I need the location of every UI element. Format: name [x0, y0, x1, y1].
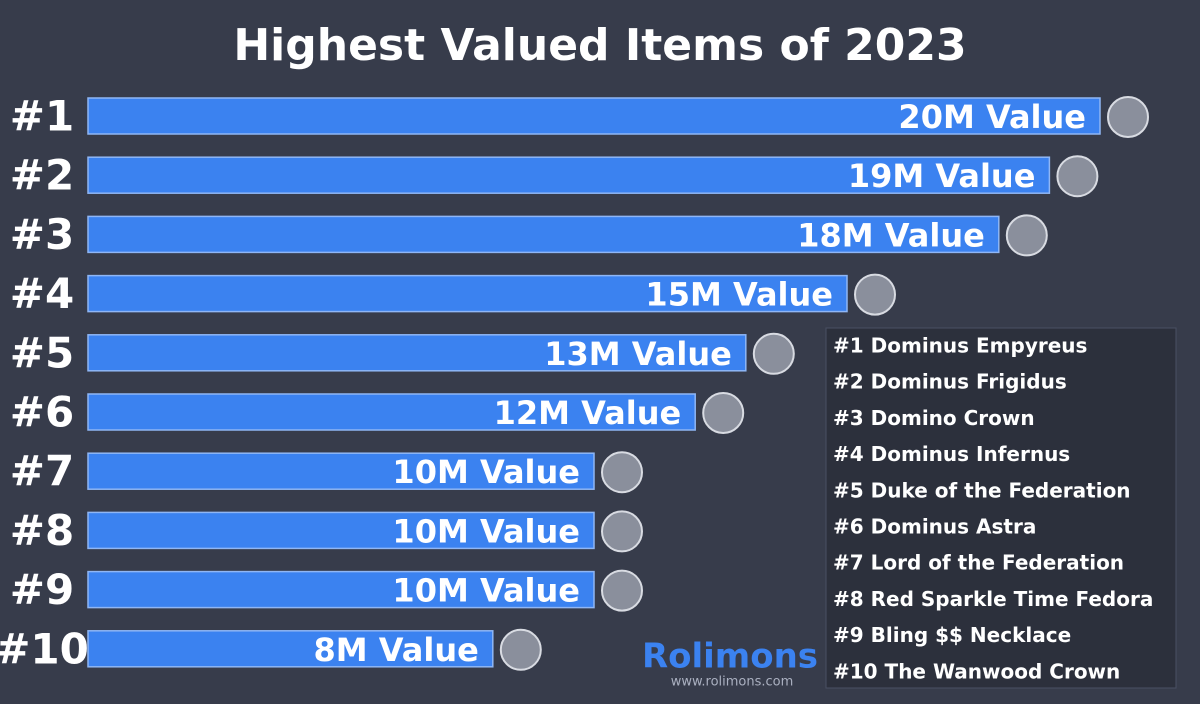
bar	[87, 97, 1101, 135]
rank-label: #2	[10, 151, 74, 200]
rank-label: #8	[10, 506, 74, 555]
value-label: 10M Value	[392, 453, 580, 491]
rank-label: #3	[10, 210, 74, 259]
item-icon	[702, 392, 745, 434]
bar	[87, 452, 595, 490]
item-name: #8 Red Sparkle Time Fedora	[833, 587, 1153, 611]
value-label: 20M Value	[898, 98, 1086, 136]
item-name: #6 Dominus Astra	[833, 515, 1036, 539]
value-label: 12M Value	[494, 394, 682, 432]
bar	[87, 630, 494, 668]
item-icon	[601, 510, 643, 553]
item-name: #9 Bling $$ Necklace	[833, 623, 1071, 647]
value-label: 13M Value	[544, 335, 732, 373]
bar	[87, 570, 595, 609]
item-icon	[1005, 214, 1048, 257]
rank-label: #9	[10, 565, 74, 614]
item-name: #2 Dominus Frigidus	[833, 370, 1067, 394]
item-name: #10 The Wanwood Crown	[833, 659, 1120, 683]
item-name: #7 Lord of the Federation	[833, 551, 1124, 575]
value-label: 19M Value	[848, 157, 1036, 195]
rank-label: #6	[10, 388, 74, 437]
item-icon	[854, 273, 896, 316]
rank-label: #4	[10, 269, 74, 318]
rank-label: #7	[10, 447, 74, 496]
chart-title: Highest Valued Items of 2023	[233, 20, 966, 71]
value-label: 10M Value	[392, 572, 580, 610]
bar	[87, 274, 848, 313]
item-name: #3 Domino Crown	[833, 406, 1035, 430]
bar	[87, 215, 1000, 254]
bar	[87, 511, 595, 550]
bar	[87, 156, 1051, 194]
item-icon	[601, 451, 643, 494]
item-icon	[499, 628, 542, 671]
value-label: 8M Value	[313, 631, 478, 669]
brand-logo: Rolimons	[642, 637, 818, 677]
item-name: #5 Duke of the Federation	[833, 478, 1131, 502]
item-name: #4 Dominus Infernus	[833, 442, 1070, 466]
website: www.rolimons.com	[671, 675, 794, 690]
item-legend-box	[825, 327, 1177, 689]
item-icon	[1056, 155, 1099, 198]
value-label: 15M Value	[645, 276, 833, 314]
value-label: 18M Value	[797, 216, 985, 254]
item-icon	[752, 332, 795, 375]
item-name: #1 Dominus Empyreus	[833, 334, 1087, 358]
bar	[87, 393, 696, 431]
bar	[87, 334, 747, 372]
rank-label: #5	[10, 328, 74, 377]
item-icon	[601, 569, 643, 612]
value-label: 10M Value	[392, 512, 580, 550]
rank-label: #10	[0, 624, 89, 673]
rank-label: #1	[10, 92, 74, 141]
item-icon	[1107, 96, 1149, 138]
